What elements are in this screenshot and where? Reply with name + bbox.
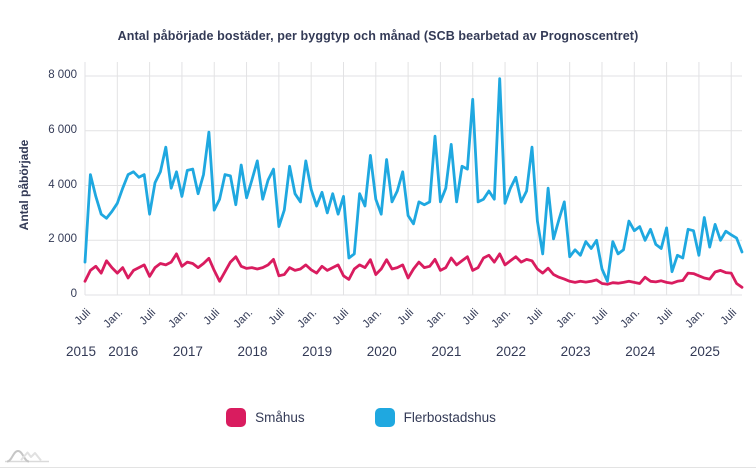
y-tick-label: 2 000 (48, 233, 77, 246)
year-label: 2023 (560, 344, 591, 359)
legend-label: Flerbostadshus (403, 410, 496, 425)
year-label: 2024 (625, 344, 656, 359)
legend-item-smahus[interactable]: Småhus (226, 408, 305, 427)
y-tick-label: 4 000 (48, 178, 77, 191)
y-tick-label: 0 (70, 288, 77, 300)
year-label: 2017 (172, 344, 203, 359)
year-label: 2022 (496, 344, 527, 359)
flerbostadshus-swatch-icon (374, 408, 395, 427)
legend: Småhus Flerbostadshus (0, 408, 756, 427)
year-label: 2021 (431, 344, 462, 359)
y-tick-label: 6 000 (48, 123, 77, 136)
series-line-flerbostadshus[interactable] (83, 77, 744, 283)
legend-item-flerbostadshus[interactable]: Flerbostadshus (374, 408, 496, 427)
series-line-smhus[interactable] (83, 252, 744, 289)
year-label: 2025 (689, 344, 720, 359)
smahus-swatch-icon (226, 408, 247, 427)
y-tick-label: 8 000 (48, 69, 77, 81)
mountain-logo-icon (4, 446, 50, 468)
year-label: 2016 (108, 344, 139, 359)
chart-title: Antal påbörjade bostäder, per byggtyp oc… (117, 29, 639, 43)
year-label: 2015 (65, 344, 97, 359)
year-label: 2018 (237, 344, 268, 359)
year-label: 2019 (302, 344, 333, 359)
legend-label: Småhus (255, 410, 305, 425)
year-label: 2020 (366, 344, 397, 359)
